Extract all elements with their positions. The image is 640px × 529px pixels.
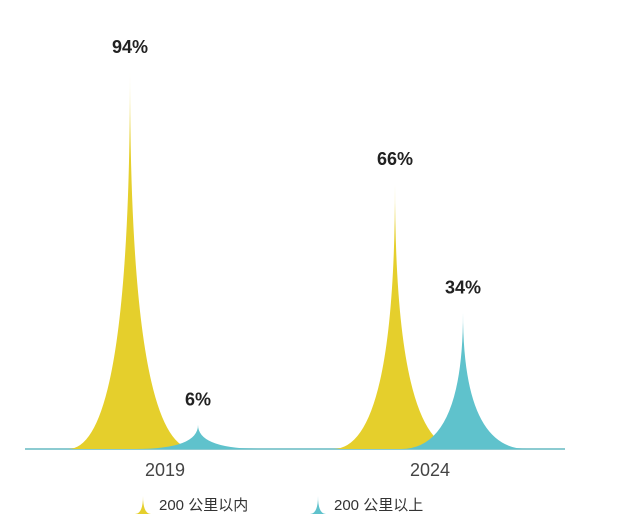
x-tick-label: 2024 [410, 460, 450, 480]
spike [401, 312, 527, 449]
value-label: 6% [185, 390, 211, 410]
legend-marker [310, 496, 326, 514]
legend-label: 200 公里以上 [334, 497, 423, 514]
x-tick-label: 2019 [145, 460, 185, 480]
spike [68, 72, 194, 449]
spike [136, 424, 262, 449]
value-label: 34% [445, 277, 481, 297]
value-label: 94% [112, 37, 148, 57]
value-label: 66% [377, 149, 413, 169]
legend-label: 200 公里以内 [159, 497, 248, 514]
spike [333, 184, 459, 450]
legend-marker [135, 496, 151, 514]
